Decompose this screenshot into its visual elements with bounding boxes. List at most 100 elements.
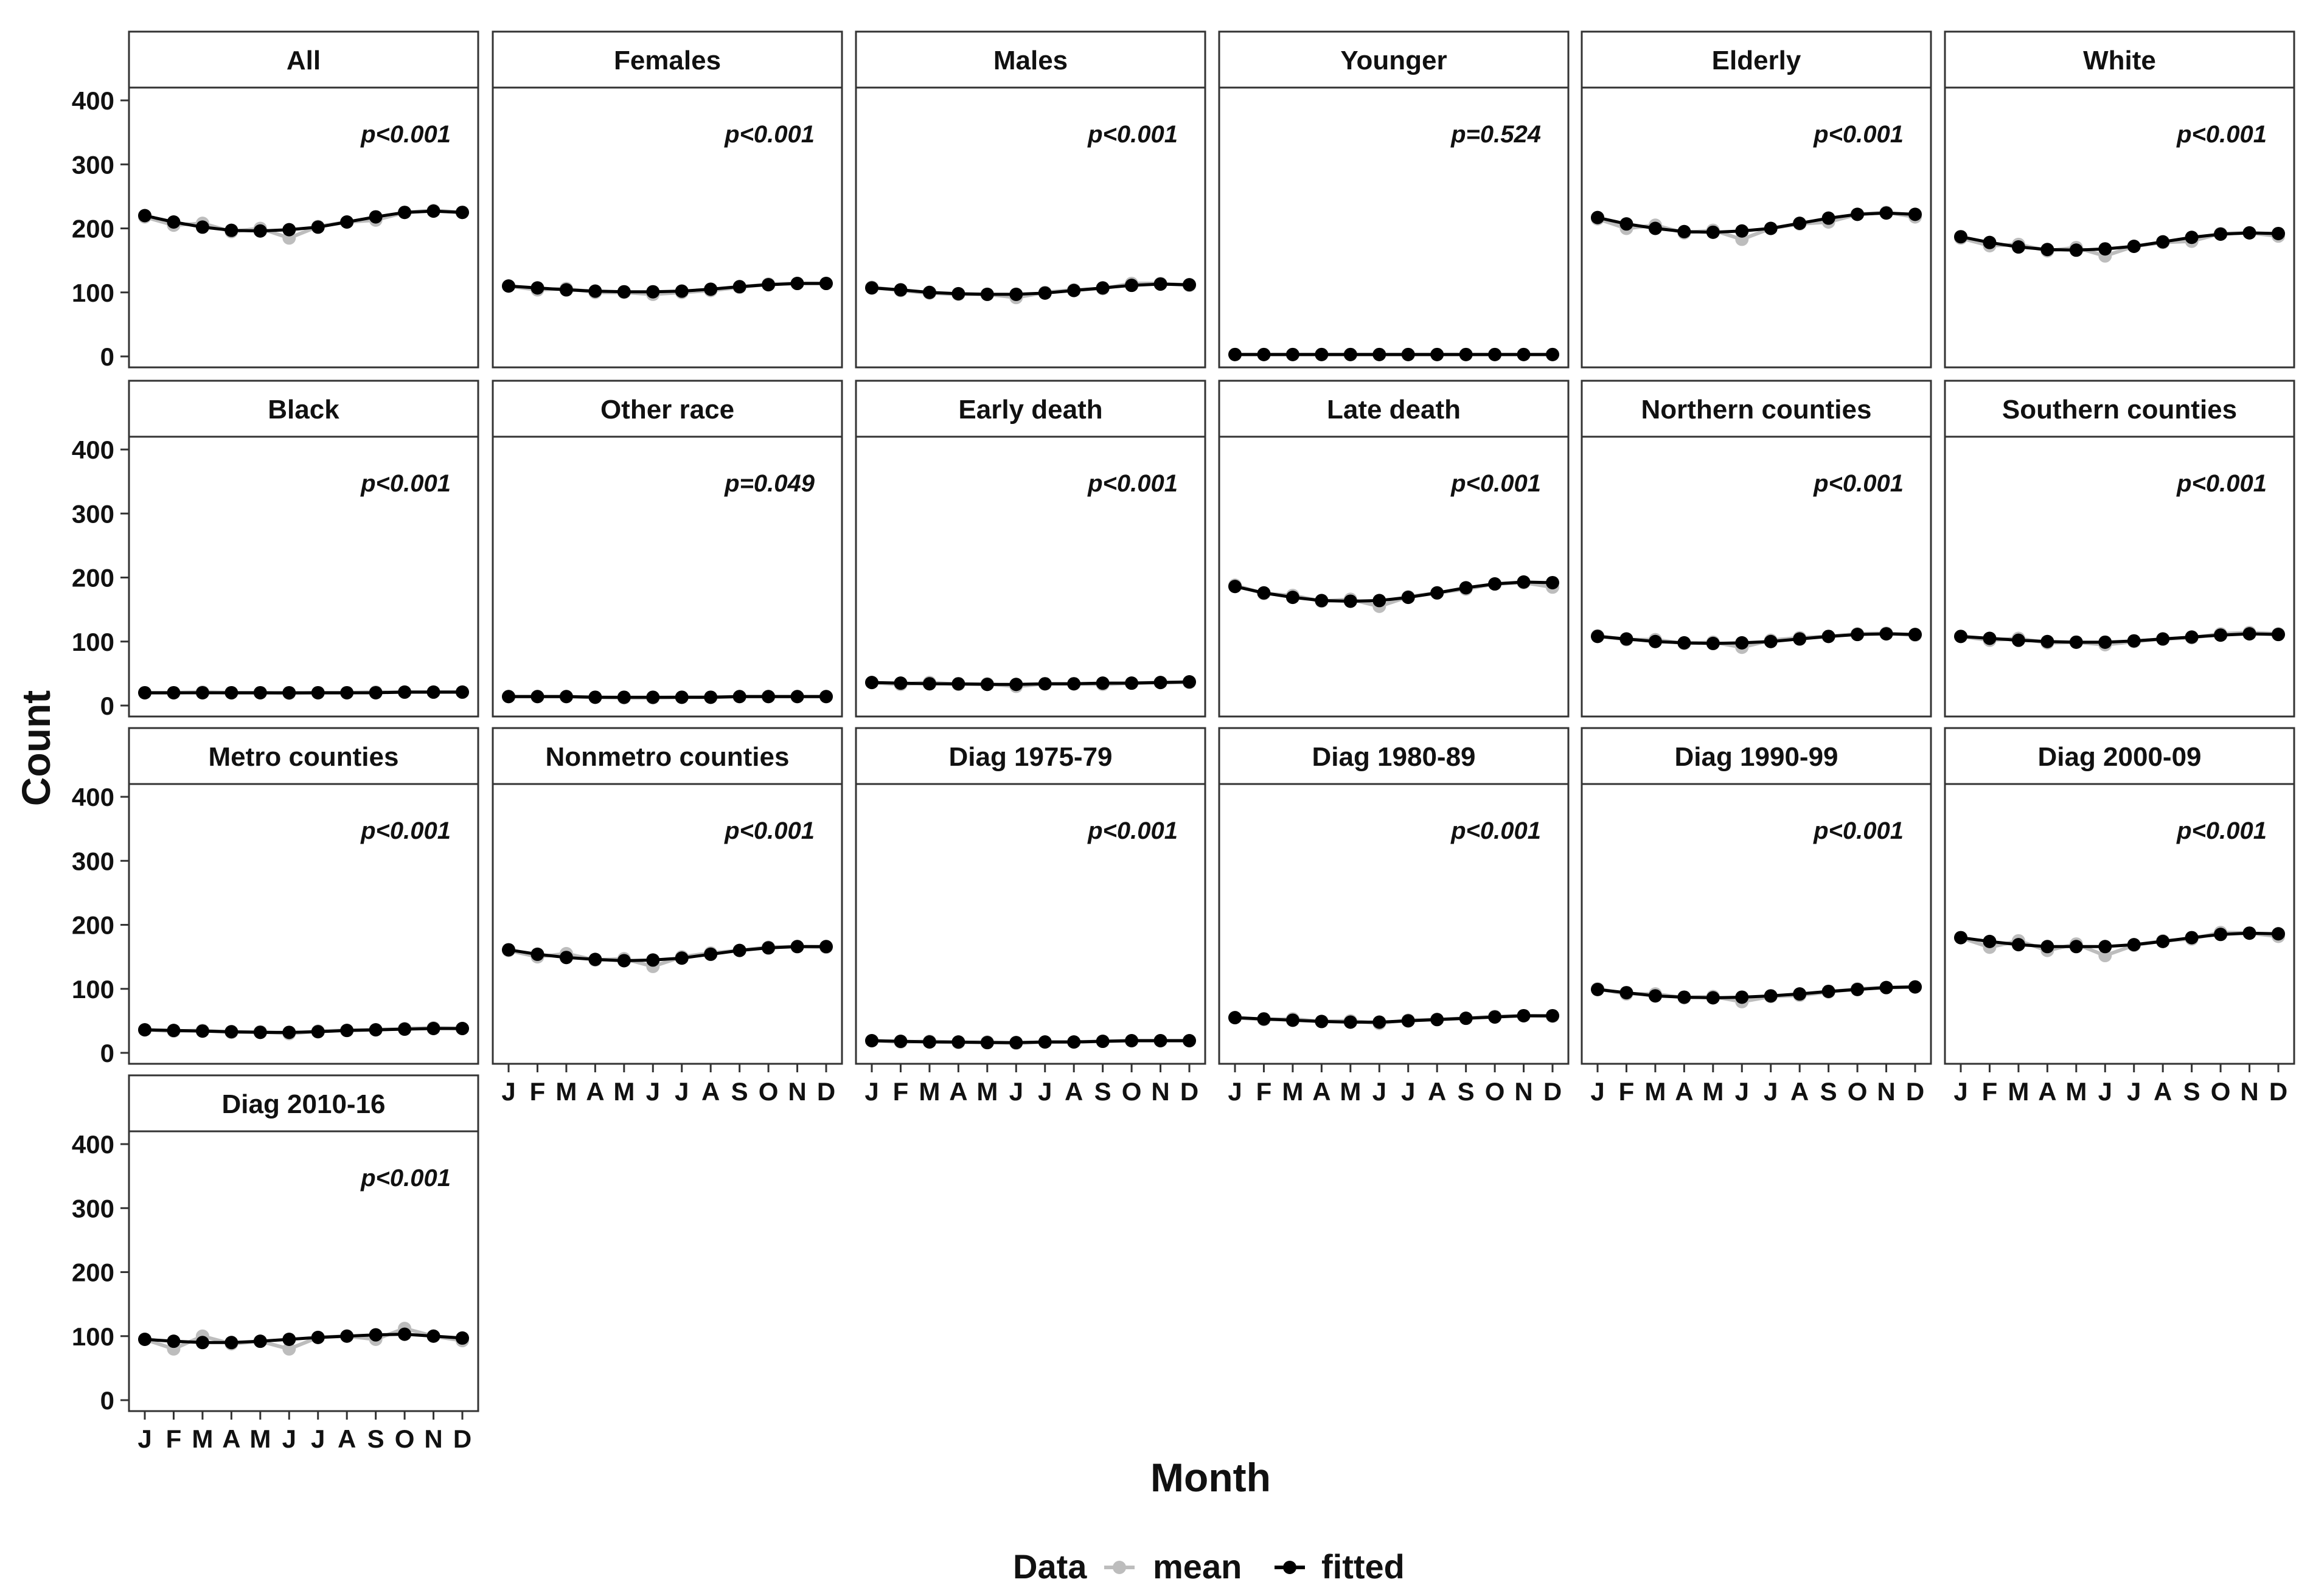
panel-title: Males (993, 46, 1068, 75)
fitted-point (704, 282, 718, 296)
fitted-point (1821, 984, 1835, 998)
x-tick-label: M (919, 1077, 940, 1106)
y-tick-label: 200 (72, 1258, 114, 1287)
fitted-point (195, 1024, 209, 1038)
fitted-point (559, 690, 573, 704)
fitted-point (167, 215, 181, 229)
fitted-point (2156, 632, 2170, 646)
fitted-point (1735, 636, 1749, 650)
fitted-point (2040, 940, 2054, 954)
panel-strip (855, 30, 1206, 89)
fitted-point (1153, 676, 1167, 690)
p-value-annotation: p<0.001 (360, 817, 451, 844)
x-tick-label: S (2183, 1077, 2200, 1106)
fitted-point (588, 952, 602, 966)
fitted-point (819, 277, 833, 291)
fitted-point (732, 943, 746, 957)
panel-title: Early death (958, 395, 1102, 425)
p-value-annotation: p<0.001 (2176, 470, 2267, 497)
panel-diag-1980-89: Diag 1980-89J F M A M J J A S O N Dp<0.001 (1218, 727, 1570, 1106)
fitted-point (894, 676, 908, 690)
y-tick-label: 100 (72, 975, 114, 1004)
p-value-annotation: p<0.001 (360, 470, 451, 497)
x-tick-label: M (976, 1077, 998, 1106)
legend-title: Data (1013, 1547, 1087, 1586)
x-tick-label: S (1820, 1077, 1837, 1106)
fitted-point (1908, 980, 1922, 994)
y-tick-label: 300 (72, 1194, 114, 1223)
x-tick-label: J (864, 1077, 878, 1106)
fitted-point (1096, 676, 1110, 690)
panel-plot-area (128, 783, 479, 1065)
fitted-point (732, 280, 746, 294)
panel-strip (128, 727, 479, 785)
fitted-point (2098, 242, 2112, 256)
x-tick-label: M (192, 1424, 213, 1453)
fitted-point (762, 278, 776, 292)
fitted-point (1648, 221, 1662, 235)
fitted-point (1619, 217, 1633, 231)
x-tick-label: S (367, 1424, 384, 1453)
panel-strip (128, 380, 479, 438)
fitted-point (1706, 636, 1720, 650)
fitted-point (1372, 347, 1386, 361)
fitted-point (1851, 628, 1865, 642)
x-tick-label: O (395, 1424, 415, 1453)
x-tick-label: M (1282, 1077, 1303, 1106)
x-tick-label: J (501, 1077, 515, 1106)
panels-layer: All0100200300400p<0.001Femalesp<0.001Mal… (72, 30, 2295, 1453)
fitted-point (1488, 577, 1502, 591)
fitted-point (1038, 286, 1052, 300)
fitted-point (1372, 1015, 1386, 1029)
fitted-point (1879, 627, 1893, 641)
y-tick-label: 100 (72, 279, 114, 307)
fitted-point (282, 685, 296, 699)
panel-strip (855, 380, 1206, 438)
fitted-point (1879, 206, 1893, 220)
panel-strip (492, 30, 843, 89)
x-tick-label: N (1514, 1077, 1532, 1106)
x-tick-label: J (282, 1424, 296, 1453)
fitted-point (790, 690, 804, 704)
fitted-point (456, 1022, 469, 1036)
fitted-point (2127, 239, 2141, 253)
fitted-point (1067, 283, 1081, 297)
fitted-point (646, 953, 660, 967)
fitted-point (340, 1024, 354, 1038)
panel-diag-2000-09: Diag 2000-09J F M A M J J A S O N Dp<0.001 (1944, 727, 2295, 1106)
fitted-point (1228, 1011, 1242, 1025)
fitted-point (980, 1036, 994, 1050)
panel-plot-area (492, 435, 843, 718)
x-tick-label: A (2038, 1077, 2056, 1106)
fitted-point (1401, 1014, 1415, 1028)
fitted-point (1009, 287, 1023, 301)
panel-late-death: Late death p<0.001 (1218, 380, 1570, 718)
fitted-point (617, 690, 631, 704)
panel-plot-area (128, 1130, 479, 1412)
panel-plot-area (1218, 435, 1570, 718)
fitted-point (195, 685, 209, 699)
fitted-point (1735, 990, 1749, 1004)
x-tick-label: M (555, 1077, 577, 1106)
fitted-point (675, 690, 689, 704)
fitted-point (340, 1329, 354, 1343)
fitted-point (253, 224, 267, 238)
legend-label-fitted: fitted (1321, 1547, 1405, 1586)
x-tick-label: J (1401, 1077, 1415, 1106)
y-axis-title: Count (13, 690, 58, 807)
fitted-point (456, 206, 469, 220)
panel-strip (1218, 30, 1570, 89)
fitted-point (1315, 594, 1329, 608)
fitted-point (398, 206, 412, 220)
fitted-point (2156, 235, 2170, 249)
panel-younger: Younger p=0.524 (1218, 30, 1570, 369)
fitted-point (865, 281, 878, 295)
fitted-point (253, 1025, 267, 1039)
fitted-point (1706, 225, 1720, 239)
fitted-point (282, 223, 296, 237)
panel-plot-area (1944, 435, 2295, 718)
x-tick-label: J (1953, 1077, 1967, 1106)
p-value-annotation: p<0.001 (724, 121, 815, 148)
fitted-point (1315, 347, 1329, 361)
